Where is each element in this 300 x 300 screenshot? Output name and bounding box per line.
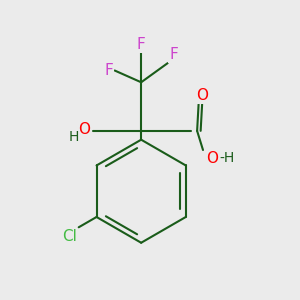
Text: F: F xyxy=(137,37,146,52)
Text: H: H xyxy=(69,130,79,144)
Text: O: O xyxy=(196,88,208,103)
Text: F: F xyxy=(104,63,113,78)
Text: Cl: Cl xyxy=(62,229,77,244)
Text: -H: -H xyxy=(219,152,234,166)
Text: F: F xyxy=(169,47,178,62)
Text: O: O xyxy=(79,122,91,137)
Text: O: O xyxy=(206,152,218,166)
